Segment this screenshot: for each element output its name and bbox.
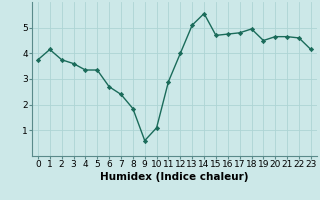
X-axis label: Humidex (Indice chaleur): Humidex (Indice chaleur) <box>100 172 249 182</box>
